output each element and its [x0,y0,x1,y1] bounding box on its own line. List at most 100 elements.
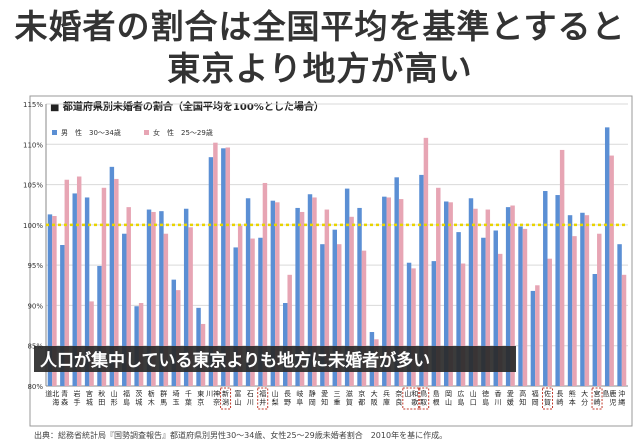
x-tick-text: 宮崎 [594,389,601,407]
chart-frame [29,95,633,427]
annotation-background [34,346,516,372]
bar-male [320,244,325,386]
bar-male [543,191,548,386]
x-tick-label: 和歌山 [402,387,421,410]
x-tick-label: 秋田 [98,389,105,407]
legend: 男 性 30～34歳 女 性 25～29歳 [52,128,213,137]
bar-male [146,209,152,386]
x-tick-label: 山口 [470,389,477,407]
bar-male [357,207,362,386]
x-tick-label: 北海道 [45,389,59,407]
x-tick-text: 埼玉 [173,389,180,407]
x-tick-label: 福島 [123,389,130,407]
bar-female [151,211,156,386]
x-tick-label: 宮崎 [591,387,603,410]
highlight-box [257,387,269,410]
bar-male [159,211,164,386]
bar-female [522,228,528,386]
x-tick-text: 香川 [494,389,501,407]
x-tick-label: 香川 [494,389,501,407]
y-tick-label: 105% [23,182,43,190]
x-tick-label: 兵庫 [383,389,390,407]
bar-male [233,247,238,386]
bar-male [505,207,511,386]
legend-label: 女 性 25～29歳 [153,128,213,137]
x-tick-text: 岩手 [73,389,80,407]
bar-female [299,211,305,386]
bar-male [307,194,313,386]
bar-male [604,127,610,386]
x-tick-label: 沖縄 [618,389,625,407]
x-tick-text: 栃木 [148,389,155,407]
bar-male [344,188,350,386]
x-tick-text: 福井 [259,389,266,407]
bar-male [580,212,585,386]
bar-male [394,177,399,386]
x-tick-text: 福島 [123,389,130,407]
bar-male [295,207,300,386]
x-tick-text: 兵庫 [383,389,390,407]
bar-male [443,201,449,386]
bar-female [89,301,94,386]
bar-male [419,174,424,386]
x-tick-text: 鹿児島 [602,389,616,407]
bar-male [617,244,622,386]
bar-male [332,229,337,386]
x-tick-text: 新潟 [222,389,229,407]
x-tick-label: 新潟 [220,387,232,410]
bar-female [485,209,491,386]
bar-male [481,237,486,386]
bar-male [283,303,288,386]
x-tick-label: 三重 [334,390,341,407]
x-tick-text: 石川 [247,390,254,407]
x-tick-label: 栃木 [148,389,155,407]
x-tick-label: 徳島 [482,389,489,407]
x-tick-label: 奈良 [395,389,402,407]
page-title-line-2: 東京より地方が高い [167,49,473,88]
x-tick-label: 宮城 [86,389,93,407]
page-title-line-1: 未婚者の割合は全国平均を基準とすると [14,7,626,46]
x-tick-text: 佐賀 [544,389,551,407]
bar-female [597,233,602,386]
x-tick-text: 熊本 [569,389,576,407]
bar-female [448,202,453,386]
y-tick-label: 80% [27,383,43,391]
bar-male [221,148,226,386]
x-tick-text: 広島 [457,389,464,407]
bar-female [52,215,57,386]
x-tick-label: 大阪 [371,389,378,407]
bar-female [349,216,354,386]
bar-female [176,290,181,386]
bar-male [493,230,498,386]
bar-female [547,258,552,386]
x-tick-label: 京都 [358,389,365,407]
y-tick-label: 110% [23,141,43,149]
x-tick-text: 茨城 [135,389,142,407]
bar-male [456,232,461,386]
x-tick-text: 山梨 [272,389,279,407]
bar-female [535,285,540,386]
x-tick-text: 福岡 [532,389,539,407]
bar-male [258,237,263,386]
bar-female [76,176,82,386]
highlight-box [418,387,430,410]
x-tick-text: 鳥取 [420,389,427,407]
x-tick-label: 群馬 [160,389,167,407]
x-tick-label: 長崎 [556,390,563,407]
x-tick-text: 秋田 [98,389,105,407]
x-tick-label: 長野 [284,390,291,407]
x-tick-label: 愛知 [321,389,328,407]
x-tick-label: 岡山 [445,390,452,407]
x-tick-text: 岡山 [445,390,452,407]
x-tick-text: 滋賀 [346,389,353,407]
x-tick-label: 岩手 [73,389,80,407]
y-tick-label: 90% [27,302,43,310]
x-tick-text: 和歌山 [404,389,418,407]
x-tick-label: 青森 [61,389,68,407]
bar-female [275,202,280,386]
legend-label: 男 性 30～34歳 [61,128,121,137]
x-tick-text: 大阪 [371,389,378,407]
highlight-box [591,387,603,410]
bar-male [60,245,65,386]
x-tick-text: 愛媛 [507,389,514,407]
